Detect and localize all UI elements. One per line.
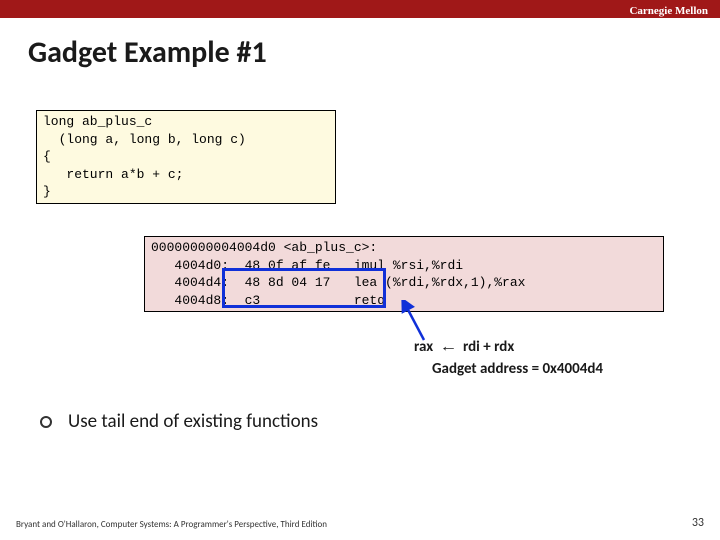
slide-title: Gadget Example #1 [28,34,720,71]
source-code-box: long ab_plus_c (long a, long b, long c) … [36,110,336,204]
left-arrow-icon: ← [439,338,457,355]
institution-label: Carnegie Mellon [629,5,708,17]
annotation-arrow [400,300,440,344]
bullet-icon [40,416,52,428]
page-number: 33 [692,516,704,530]
bullet-text: Use tail end of existing functions [68,410,318,433]
annotation-address: Gadget address = 0x4004d4 [432,360,603,378]
header-bar: Carnegie Mellon [0,0,720,18]
footer-citation: Bryant and O'Hallaron, Computer Systems:… [16,519,327,530]
gadget-highlight-rect [222,268,386,308]
bullet-item: Use tail end of existing functions [40,410,318,433]
annot-rhs: rdi + rdx [463,338,514,356]
